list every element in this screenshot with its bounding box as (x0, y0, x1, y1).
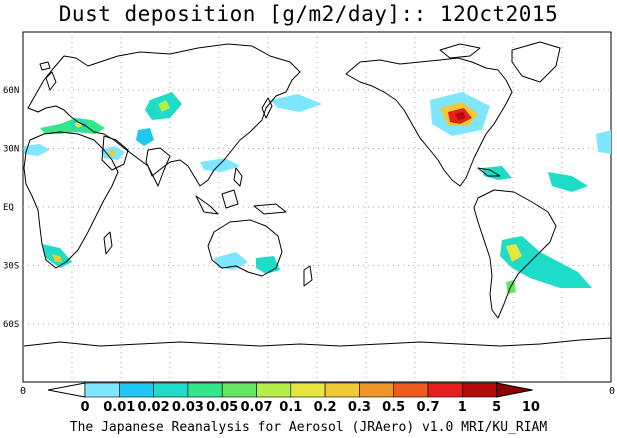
latitude-label: EQ (3, 203, 14, 213)
coast-new-zealand (303, 265, 313, 287)
colorbar-label: 0 (80, 400, 89, 415)
colorbar-segment-2 (119, 382, 154, 398)
coast-borneo (221, 189, 239, 209)
colorbar-segment-7 (290, 382, 326, 398)
dust-plume-pakistan (136, 128, 154, 146)
colorbar-label: 0.3 (348, 400, 371, 415)
coast-eurasia (27, 43, 301, 187)
colorbar-label: 0.05 (206, 400, 238, 415)
lon-edge-label-left: 0 (20, 386, 26, 397)
dust-plume-caribbean (482, 166, 512, 180)
lon-edge-label-right: 0 (609, 386, 615, 397)
dust-plume-mediterranean-core (74, 121, 83, 128)
coast-australia (207, 219, 283, 277)
dust-plume-south-asia (200, 158, 240, 172)
graticule (23, 32, 611, 382)
footer-credit: The Japanese Reanalysis for Aerosol (JRA… (69, 420, 548, 435)
dust-plumes (24, 92, 611, 294)
colorbar-label: 0.01 (103, 400, 135, 415)
latitude-label: 30N (3, 145, 19, 155)
coast-iceland (39, 61, 51, 71)
colorbar-label: 5 (492, 400, 501, 415)
dust-plume-atlantic-east (596, 130, 611, 154)
dust-plume-australia-east (256, 256, 280, 274)
coast-south-america (473, 189, 557, 319)
colorbar-segment-4 (187, 382, 223, 398)
colorbar-label: 0.03 (172, 400, 204, 415)
dust-plume-north-pacific (270, 94, 322, 112)
colorbar-left-arrow (47, 382, 86, 398)
dust-plume-southern-africa-core (52, 254, 62, 262)
colorbar-segment-12 (461, 382, 497, 398)
colorbar: 0 0.01 0.02 0.03 0.05 0.07 0.1 0.2 0.3 0.5 0.7 1 5 10 (47, 382, 540, 415)
coast-sumatra (195, 195, 219, 215)
dust-plume-australia (214, 252, 248, 270)
colorbar-label: 0.2 (314, 400, 337, 415)
latitude-label: 30S (3, 262, 19, 272)
dust-plume-atlantic (548, 172, 588, 192)
coast-arabia (101, 135, 129, 171)
dust-plume-west-africa (24, 144, 50, 156)
coast-north-america (345, 57, 513, 187)
coast-uk (45, 71, 57, 91)
coastlines (23, 41, 612, 347)
colorbar-label: 1 (458, 400, 467, 415)
map-title: Dust deposition [g/m2/day]:: 12Oct2015 (58, 2, 559, 26)
colorbar-segment-10 (393, 382, 429, 398)
coast-madagascar (103, 231, 113, 255)
latitude-labels: 60N 30N EQ 30S 60S (3, 86, 19, 330)
latitude-label: 60N (3, 86, 19, 96)
colorbar-label: 0.1 (279, 400, 302, 415)
colorbar-segment-3 (153, 382, 189, 398)
dust-plume-south-america-core (506, 244, 522, 262)
coast-africa (23, 131, 119, 269)
colorbar-segment-11 (427, 382, 463, 398)
coast-japan (261, 97, 273, 119)
colorbar-segment-8 (324, 382, 360, 398)
coast-greenland (511, 41, 561, 83)
colorbar-right-arrow (496, 382, 533, 398)
colorbar-label: 0.7 (416, 400, 439, 415)
colorbar-segment-9 (359, 382, 394, 398)
colorbar-label: 0.07 (240, 400, 272, 415)
coast-new-guinea (253, 203, 287, 215)
colorbar-label: 0.5 (382, 400, 405, 415)
coast-antarctica (23, 337, 612, 347)
dust-plume-arabia-core (108, 150, 116, 156)
coast-philippines (233, 167, 243, 187)
coast-india (145, 147, 171, 187)
colorbar-label: 0.02 (138, 400, 170, 415)
latitude-label: 60S (3, 320, 19, 330)
coast-canadian-islands (439, 43, 481, 59)
colorbar-segment-5 (221, 382, 257, 398)
colorbar-segment-6 (256, 382, 292, 398)
colorbar-label: 10 (522, 400, 540, 415)
dust-plume-central-asia-core (158, 100, 170, 112)
dust-plume-north-america-peak (455, 112, 466, 120)
dust-plume-south-america (500, 236, 592, 288)
colorbar-segment-1 (84, 382, 120, 398)
coast-cuba (477, 167, 501, 177)
